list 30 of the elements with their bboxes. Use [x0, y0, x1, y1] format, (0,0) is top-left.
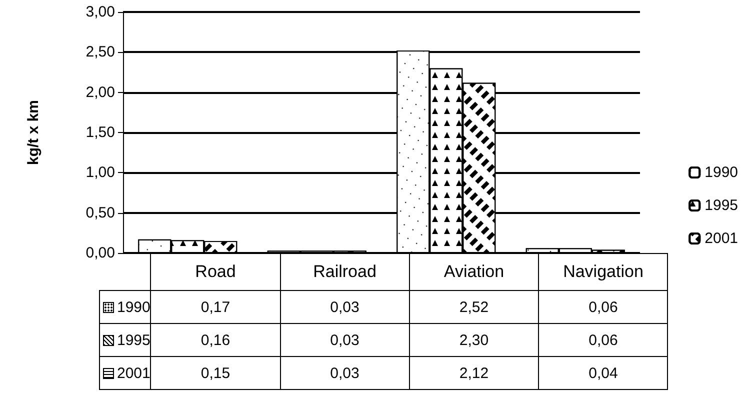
data-label: 2,12 — [409, 356, 539, 390]
text: 2001 — [117, 364, 150, 382]
data-label: 0,06 — [538, 290, 668, 324]
data-label: 0,16 — [150, 324, 280, 356]
y-tick-label: 1,00 — [86, 164, 115, 182]
data-label: 0,15 — [150, 356, 280, 390]
data-label: 2,52 — [409, 290, 539, 324]
y-tick-label: 2,50 — [86, 44, 115, 61]
data-label: 0,03 — [280, 290, 410, 324]
y-tick-label: 0,00 — [86, 244, 115, 262]
legend-label: 1995 — [100, 324, 151, 356]
y-axis-title: kg/t x km — [25, 100, 42, 166]
x-tick-label: Aviation — [409, 254, 539, 290]
text: 1990 — [704, 164, 738, 181]
data-label: 0,03 — [280, 356, 410, 390]
x-tick-label: Navigation — [538, 254, 668, 290]
y-tick-label: 2,00 — [86, 84, 115, 101]
y-tick-label: 3,00 — [86, 4, 115, 20]
x-tick-label: Road — [150, 254, 280, 290]
legend-label: 1990 — [100, 290, 151, 324]
data-label: 0,03 — [280, 324, 410, 356]
y-tick-label: 1,50 — [86, 124, 115, 141]
text: 1995 — [704, 197, 738, 214]
data-label: 2,30 — [409, 324, 539, 356]
legend-label: 2001 — [704, 230, 738, 247]
x-tick-label: Railroad — [280, 254, 410, 290]
data-label: 0,17 — [150, 290, 280, 324]
data-label: 0,06 — [538, 324, 668, 356]
data-label: 0,04 — [538, 356, 668, 390]
y-tick-label: 0,50 — [86, 204, 115, 222]
